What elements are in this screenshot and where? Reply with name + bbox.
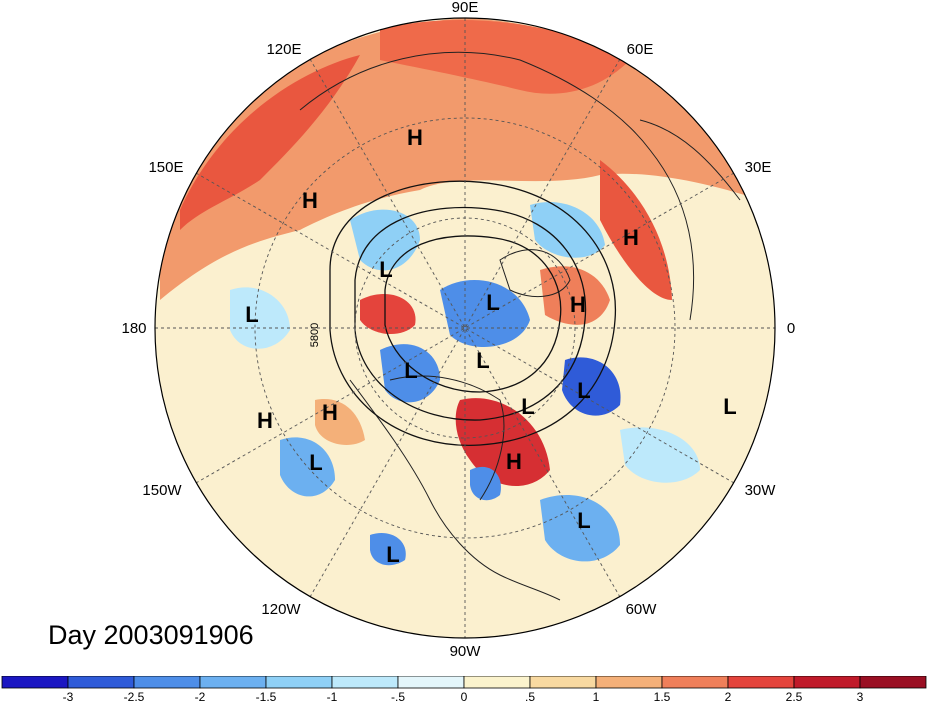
colorbar-swatch: [199, 676, 267, 689]
date-label: Day 2003091906: [48, 620, 254, 650]
lon-label-90w: 90W: [450, 643, 482, 660]
high-marker: H: [322, 400, 338, 425]
colorbar-tick-label: 1: [593, 690, 600, 702]
map-boundary: [154, 17, 776, 639]
lon-label-30w: 30W: [745, 482, 777, 499]
low-marker: L: [404, 358, 417, 383]
low-marker: L: [521, 394, 534, 419]
colorbar-swatch: [1, 676, 69, 689]
colorbar-tick-label: 1.5: [654, 690, 671, 702]
lon-label-90e: 90E: [452, 0, 479, 16]
low-marker: L: [476, 348, 489, 373]
pressure-systems: H H H H H H H L L L L L L L L L L L: [245, 125, 736, 567]
colorbar-swatch: [397, 676, 465, 689]
lon-label-0: 0: [787, 320, 795, 337]
high-marker: H: [407, 125, 423, 150]
colorbar-swatch: [595, 676, 663, 689]
colorbar-tick-label: -1: [327, 690, 338, 702]
colorbar-swatch: [661, 676, 729, 689]
colorbar-swatch: [265, 676, 333, 689]
graticule: [155, 18, 775, 638]
high-marker: H: [570, 292, 586, 317]
lon-label-180: 180: [121, 320, 146, 337]
colorbar-tick-label: 2.5: [786, 690, 803, 702]
low-marker: L: [486, 290, 499, 315]
colorbar-tick-label: -3: [63, 690, 74, 702]
colorbar-tick-label: -1.5: [256, 690, 277, 702]
colorbar: -3 -2.5 -2 -1.5 -1 -.5 0 .5 1 1.5 2 2.5 3: [1, 676, 927, 702]
colorbar-swatch: [463, 676, 531, 689]
colorbar-swatch: [793, 676, 861, 689]
low-marker: L: [723, 394, 736, 419]
low-marker: L: [309, 450, 322, 475]
low-marker: L: [577, 378, 590, 403]
colorbar-swatch: [331, 676, 399, 689]
colorbar-swatch: [859, 676, 927, 689]
low-marker: L: [386, 542, 399, 567]
colorbar-swatch: [133, 676, 201, 689]
colorbar-swatch: [529, 676, 597, 689]
low-marker: L: [379, 257, 392, 282]
colorbar-tick-label: -2.5: [124, 690, 145, 702]
colorbar-swatch: [67, 676, 135, 689]
longitude-labels: 90E 60E 120E 150E 30E 180 0 150W 30W 120…: [121, 0, 795, 660]
colorbar-tick-label: 2: [725, 690, 732, 702]
high-marker: H: [623, 225, 639, 250]
high-marker: H: [257, 408, 273, 433]
lon-label-60e: 60E: [627, 41, 654, 58]
low-marker: L: [245, 302, 258, 327]
contour-label: 5800: [309, 323, 321, 347]
colorbar-tick-label: -.5: [391, 690, 405, 702]
lon-label-120w: 120W: [261, 601, 301, 618]
colorbar-tick-label: -2: [195, 690, 206, 702]
colorbar-tick-label: 0: [461, 690, 468, 702]
lon-label-120e: 120E: [266, 41, 301, 58]
colorbar-tick-label: 3: [857, 690, 864, 702]
low-marker: L: [577, 508, 590, 533]
colorbar-swatch: [727, 676, 795, 689]
high-marker: H: [506, 449, 522, 474]
lon-label-60w: 60W: [626, 601, 658, 618]
lon-label-150e: 150E: [148, 159, 183, 176]
colorbar-tick-label: .5: [525, 690, 535, 702]
high-marker: H: [302, 188, 318, 213]
lon-label-150w: 150W: [142, 482, 182, 499]
lon-label-30e: 30E: [745, 159, 772, 176]
